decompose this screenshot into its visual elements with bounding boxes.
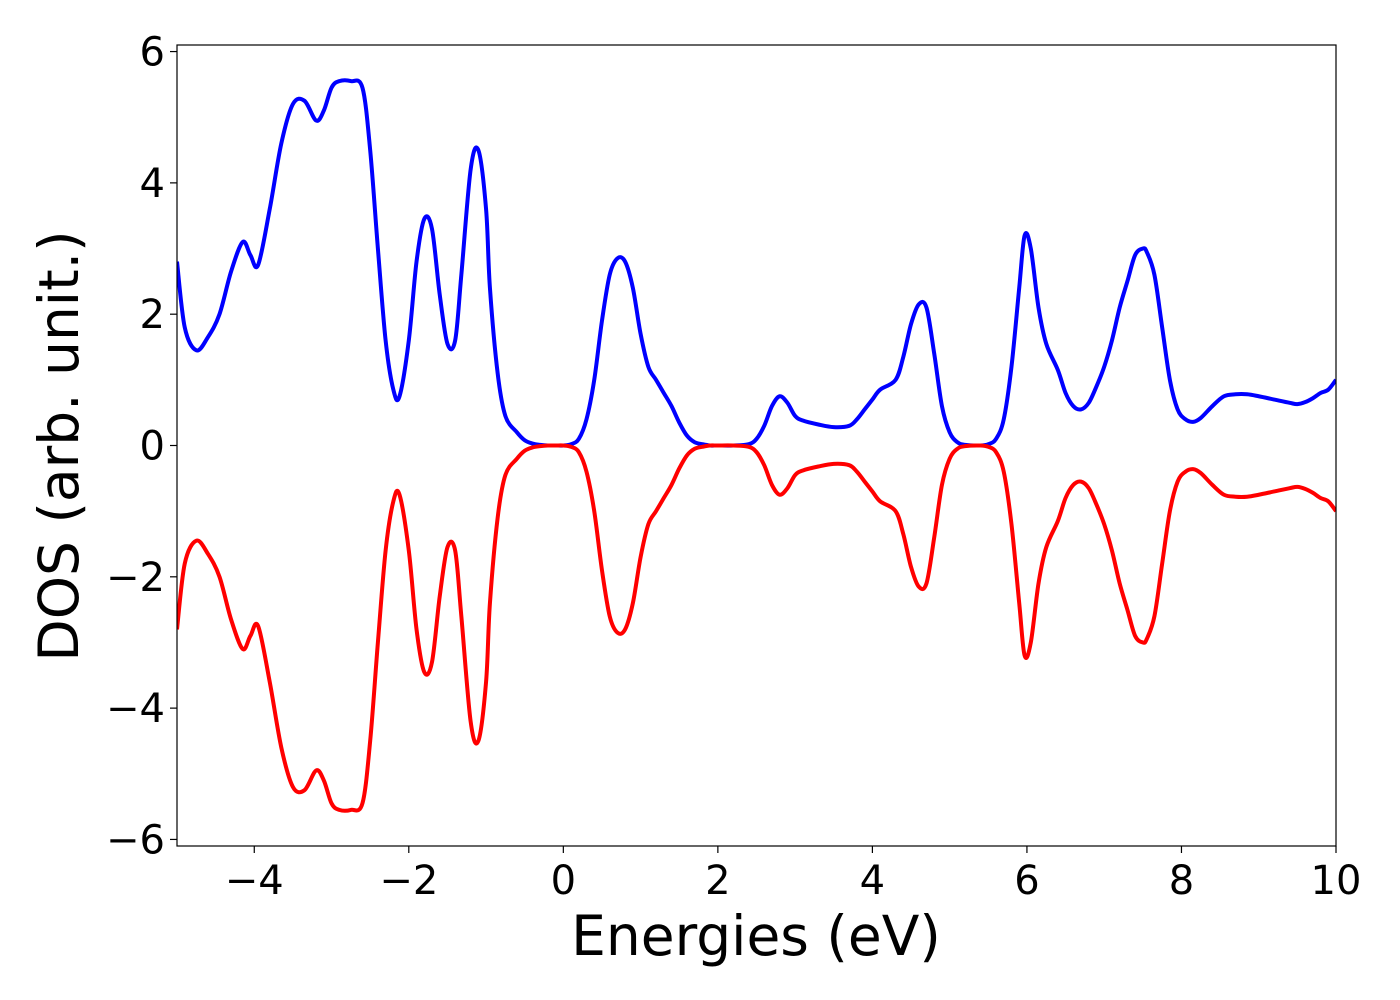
x-axis-title: Energies (eV) (571, 904, 941, 968)
x-tick-label: 6 (1014, 858, 1039, 904)
x-tick-label: 4 (860, 858, 885, 904)
x-tick-label: 0 (551, 858, 576, 904)
dos-series-line-red (177, 443, 1336, 813)
y-axis-title: DOS (arb. unit.) (27, 230, 91, 661)
y-tick-label: 4 (140, 161, 165, 207)
y-axis: −6 −4 −2 0 2 4 6 (106, 30, 177, 863)
x-tick-label: 2 (705, 858, 730, 904)
y-tick-label: 0 (140, 424, 165, 470)
y-tick-label: −2 (106, 555, 165, 601)
x-tick-label: 10 (1311, 858, 1362, 904)
x-axis: −4 −2 0 2 4 6 8 10 (225, 846, 1362, 904)
y-tick-label: −4 (106, 686, 165, 732)
series-layer (177, 78, 1336, 813)
y-tick-label: 2 (140, 292, 165, 338)
y-tick-label: −6 (106, 817, 165, 863)
x-tick-label: −2 (379, 858, 438, 904)
x-tick-label: 8 (1169, 858, 1194, 904)
y-tick-label: 6 (140, 30, 165, 76)
x-tick-label: −4 (225, 858, 284, 904)
